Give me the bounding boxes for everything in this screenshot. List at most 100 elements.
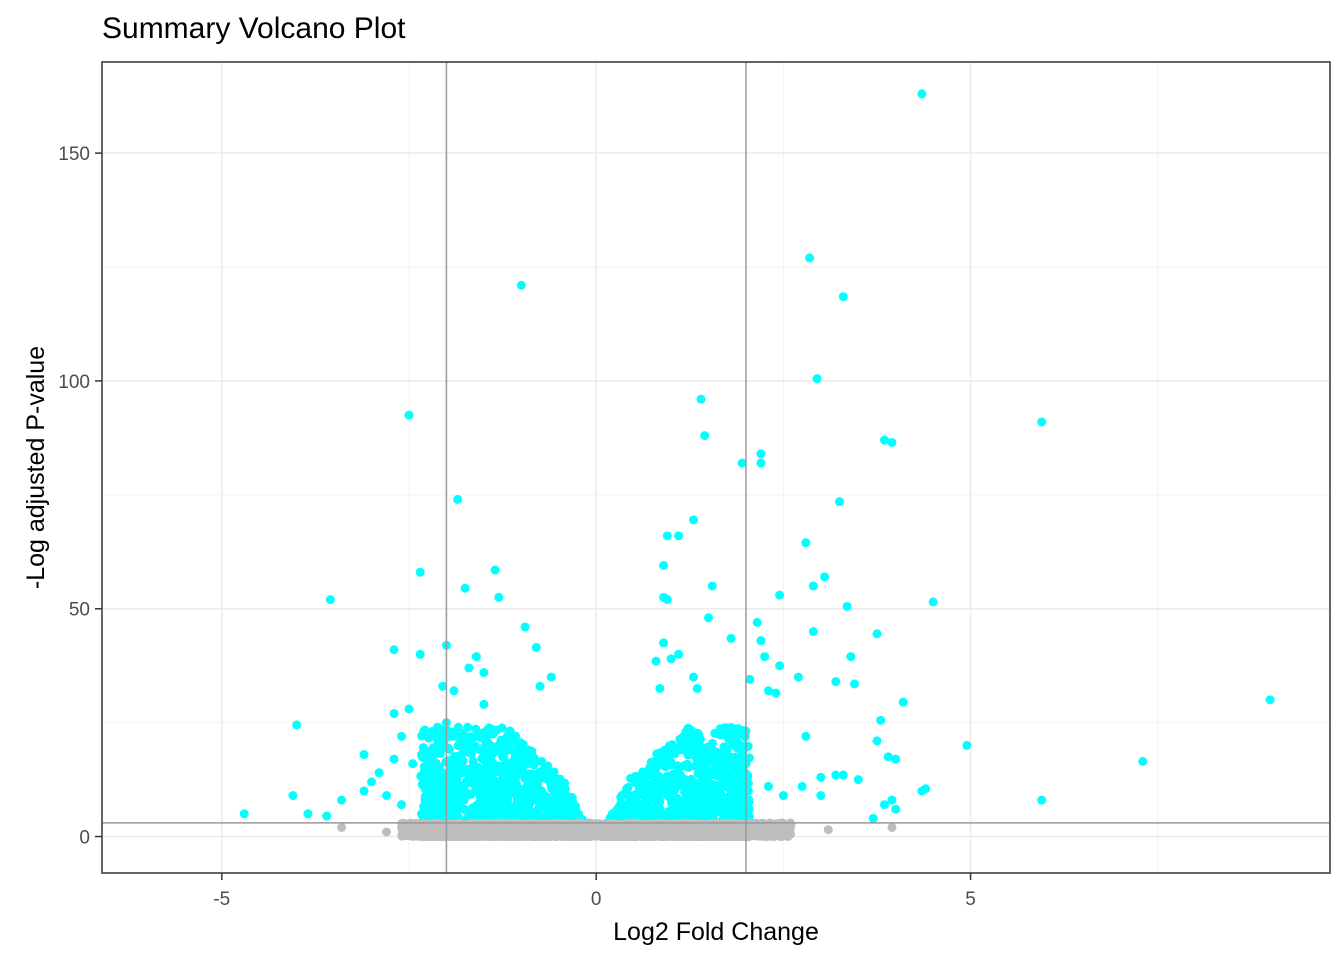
data-point [516, 280, 526, 290]
data-point [756, 636, 766, 646]
data-point [509, 831, 519, 841]
data-point [700, 783, 710, 793]
data-point [760, 652, 770, 662]
data-point [666, 654, 676, 664]
data-point [404, 704, 414, 714]
data-point [452, 776, 462, 786]
data-point [419, 726, 429, 736]
data-point [689, 672, 699, 682]
data-point [461, 790, 471, 800]
data-point [717, 830, 727, 840]
data-point [662, 531, 672, 541]
data-point [816, 772, 826, 782]
data-point [477, 754, 487, 764]
data-point [838, 292, 848, 302]
data-point [447, 803, 457, 813]
data-point [514, 756, 524, 766]
data-point [441, 732, 451, 742]
data-point [401, 828, 411, 838]
data-point [325, 595, 335, 605]
data-point [428, 726, 438, 736]
data-point [831, 770, 841, 780]
data-point [567, 793, 577, 803]
data-point [417, 809, 427, 819]
data-point [524, 745, 534, 755]
data-point [453, 741, 463, 751]
data-point [801, 731, 811, 741]
data-point [561, 797, 571, 807]
data-point [831, 677, 841, 687]
data-point [461, 742, 471, 752]
x-axis-title: Log2 Fold Change [613, 918, 819, 946]
data-point [519, 831, 529, 841]
data-point [731, 733, 741, 743]
data-point [337, 822, 347, 832]
data-point [693, 806, 703, 816]
data-point [359, 750, 369, 760]
data-point [480, 770, 490, 780]
data-point [415, 649, 425, 659]
data-point [512, 771, 522, 781]
data-point [686, 742, 696, 752]
data-point [531, 642, 541, 652]
data-point [531, 827, 541, 837]
data-point [868, 813, 878, 823]
data-point [404, 410, 414, 420]
data-point [665, 772, 675, 782]
data-point [632, 803, 642, 813]
data-point [700, 431, 710, 441]
data-point [453, 722, 463, 732]
data-point [1138, 756, 1148, 766]
data-point [1037, 795, 1047, 805]
data-point [549, 831, 559, 841]
points-layer [239, 89, 1275, 837]
data-point [702, 747, 712, 757]
data-point [486, 728, 496, 738]
data-point [666, 820, 676, 830]
data-point [460, 583, 470, 593]
data-point [793, 672, 803, 682]
data-point [706, 792, 716, 802]
data-point [778, 825, 788, 835]
data-point [491, 798, 501, 808]
data-point [883, 752, 893, 762]
data-point [763, 781, 773, 791]
data-point [872, 629, 882, 639]
data-point [397, 800, 407, 810]
data-point [487, 771, 497, 781]
data-point [585, 829, 595, 839]
data-point [687, 726, 697, 736]
data-point [506, 806, 516, 816]
data-point [692, 683, 702, 693]
data-point [743, 786, 753, 796]
data-point [786, 820, 796, 830]
data-point [487, 821, 497, 831]
data-point [714, 789, 724, 799]
data-point [511, 778, 521, 788]
data-point [527, 769, 537, 779]
data-point [696, 770, 706, 780]
data-point [411, 820, 421, 830]
data-point [775, 661, 785, 671]
data-point [433, 781, 443, 791]
data-point [658, 831, 668, 841]
data-point [420, 795, 430, 805]
data-point [449, 686, 459, 696]
data-point [763, 686, 773, 696]
data-point [389, 709, 399, 719]
data-point [466, 749, 476, 759]
data-point [470, 764, 480, 774]
data-point [485, 753, 495, 763]
data-point [728, 821, 738, 831]
data-point [572, 810, 582, 820]
data-point [631, 789, 641, 799]
data-point [434, 742, 444, 752]
data-point [500, 784, 510, 794]
data-point [676, 781, 686, 791]
data-point [479, 742, 489, 752]
data-point [292, 720, 302, 730]
data-point [535, 681, 545, 691]
data-point [711, 822, 721, 832]
data-point [515, 796, 525, 806]
